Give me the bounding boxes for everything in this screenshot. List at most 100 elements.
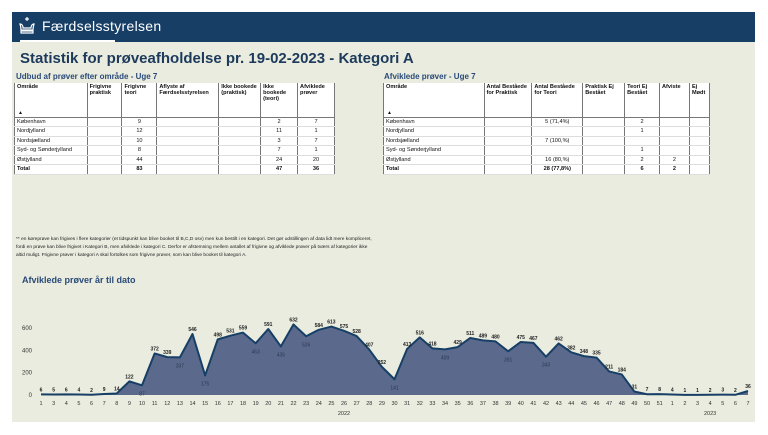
x-tick-label: 29 xyxy=(379,401,385,407)
data-label: 462 xyxy=(554,336,563,342)
data-label: 526 xyxy=(302,342,311,348)
data-label: 252 xyxy=(378,360,387,366)
series-line xyxy=(40,323,749,396)
table-cell xyxy=(531,145,584,156)
x-tick-label: 4 xyxy=(65,401,68,407)
y-tick-label: 400 xyxy=(22,348,33,354)
table-cell: 5 (71,4%) xyxy=(531,117,584,127)
table-cell: 1 xyxy=(624,126,661,137)
data-label: 6 xyxy=(40,387,43,393)
x-tick-label: 41 xyxy=(530,401,536,407)
data-label: 3 xyxy=(721,388,724,394)
x-tick-label: 32 xyxy=(417,401,423,407)
table-row: Nordsjælland 10 3 7 xyxy=(14,136,335,146)
data-label: 584 xyxy=(315,323,324,329)
x-tick-label: 20 xyxy=(265,401,271,407)
table-cell: 2 xyxy=(624,155,661,165)
column-header[interactable]: Antal Beståede for Praktisk xyxy=(483,83,533,118)
table-cell: Østjylland xyxy=(383,155,485,165)
year-label: 2023 xyxy=(704,411,716,417)
table-cell xyxy=(688,155,711,165)
data-label: 418 xyxy=(428,341,437,347)
data-label: 141 xyxy=(390,385,399,391)
table-cell xyxy=(688,117,711,127)
x-tick-label: 19 xyxy=(253,401,259,407)
table-cell: 24 xyxy=(260,155,299,165)
table-cell: 8 xyxy=(121,145,158,156)
sort-ascending-icon[interactable]: ▲ xyxy=(387,109,392,116)
column-header[interactable]: Frigivne praktisk xyxy=(86,83,123,118)
x-tick-label: 28 xyxy=(366,401,372,407)
page-title: Statistik for prøveafholdelse pr. 19-02-… xyxy=(20,50,414,67)
table-cell xyxy=(483,117,533,127)
x-tick-label: 45 xyxy=(581,401,587,407)
x-tick-label: 46 xyxy=(593,401,599,407)
column-header[interactable]: Ikke bookede (praktisk) xyxy=(218,83,262,118)
year-label: 2022 xyxy=(338,411,350,417)
table-cell xyxy=(582,145,626,156)
supply-table: Område ▲ Frigivne praktisk Frigivne teori Af… xyxy=(14,83,335,175)
supply-table-title: Udbud af prøver efter område - Uge 7 xyxy=(16,72,158,81)
column-header[interactable]: Teori Ej Bestået xyxy=(624,83,661,118)
x-tick-label: 22 xyxy=(290,401,296,407)
table-cell: København xyxy=(14,117,88,127)
table-cell: 12 xyxy=(121,126,158,137)
table-row: Østjylland 44 24 20 xyxy=(14,155,335,165)
x-tick-label: 1 xyxy=(39,401,42,407)
table-cell xyxy=(156,145,220,156)
table-row: Østjylland 16 (80,%) 2 2 xyxy=(383,155,711,165)
table-cell: 7 xyxy=(297,117,335,127)
column-header[interactable]: Frigivne teori xyxy=(121,83,158,118)
column-header[interactable]: Afviste xyxy=(659,83,690,118)
table-cell: 9 xyxy=(121,117,158,127)
table-cell: 16 (80,%) xyxy=(531,155,584,165)
data-label: 339 xyxy=(163,350,172,356)
brand-underline xyxy=(20,40,115,42)
table-cell: 7 (100,%) xyxy=(531,136,584,146)
table-cell xyxy=(688,136,711,146)
column-header[interactable]: Aflyste af Færdselsstyrelsen xyxy=(156,83,220,118)
header-bar: Færdselsstyrelsen xyxy=(12,12,755,42)
column-header[interactable]: Praktisk Ej Bestået xyxy=(582,83,626,118)
data-label: 429 xyxy=(453,340,462,346)
x-tick-label: 34 xyxy=(442,401,448,407)
data-label: 575 xyxy=(340,324,349,330)
data-label: 463 xyxy=(251,349,260,355)
x-tick-label: 3 xyxy=(696,401,699,407)
data-label: 435 xyxy=(277,352,286,358)
column-header[interactable]: Område ▲ xyxy=(14,83,88,118)
table-cell xyxy=(218,136,262,146)
table-row: Nordjylland 12 11 1 xyxy=(14,126,335,137)
crown-logo-icon xyxy=(19,17,35,34)
total-cell xyxy=(86,164,123,175)
total-cell xyxy=(483,164,533,175)
table-cell xyxy=(483,136,533,146)
data-label: 407 xyxy=(365,343,374,349)
data-label: 122 xyxy=(125,374,134,380)
x-tick-label: 18 xyxy=(240,401,246,407)
x-tick-label: 1 xyxy=(671,401,674,407)
total-cell: 28 (77,8%) xyxy=(531,164,584,175)
sort-ascending-icon[interactable]: ▲ xyxy=(18,109,23,116)
completed-table: Område ▲ Antal Beståede for Praktisk Antal … xyxy=(383,83,711,175)
column-header[interactable]: Afviklede prøver xyxy=(297,83,335,118)
data-label: 6 xyxy=(65,387,68,393)
total-cell xyxy=(582,164,626,175)
column-header[interactable]: Ej Mødt xyxy=(688,83,711,118)
brand-name[interactable]: Færdselsstyrelsen xyxy=(42,18,162,34)
x-tick-label: 6 xyxy=(734,401,737,407)
data-label: 4 xyxy=(671,388,674,394)
column-header[interactable]: Antal Beståede for Teori xyxy=(531,83,584,118)
table-cell xyxy=(156,155,220,165)
table-cell: København xyxy=(383,117,485,127)
table-cell: Nordjylland xyxy=(383,126,485,137)
data-label: 175 xyxy=(201,381,210,387)
column-header[interactable]: Ikke bookede (teori) xyxy=(260,83,299,118)
table-cell: Syd- og Sønderjylland xyxy=(383,145,485,156)
table-cell xyxy=(688,126,711,137)
total-cell: Total xyxy=(383,164,485,175)
data-label: 391 xyxy=(504,357,513,363)
table-cell: Nordsjælland xyxy=(14,136,88,146)
table-cell xyxy=(156,117,220,127)
column-header[interactable]: Område ▲ xyxy=(383,83,485,118)
